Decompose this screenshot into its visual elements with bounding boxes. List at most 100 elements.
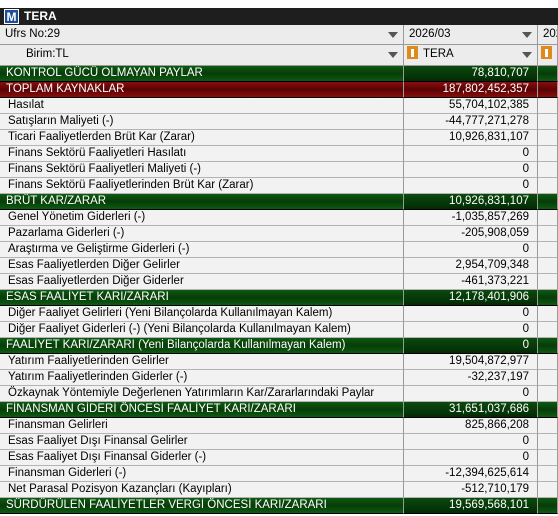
row-label: TOPLAM KAYNAKLAR — [0, 82, 404, 98]
row-value: -461,373,221 — [404, 274, 538, 290]
table-row: Finans Sektörü Faaliyetleri Hasılatı 0 — [0, 146, 558, 162]
empty-cell — [538, 306, 558, 322]
table-row: Esas Faaliyetlerden Diğer Gelirler 2,954,… — [0, 258, 558, 274]
table-row: Diğer Faaliyet Giderleri (-) (Yeni Bilan… — [0, 322, 558, 338]
empty-cell — [538, 114, 558, 130]
row-value: 0 — [404, 386, 538, 402]
title-bar: M TERA — [0, 8, 558, 25]
row-value: 19,504,872,977 — [404, 354, 538, 370]
row-value: 2,954,709,348 — [404, 258, 538, 274]
row-label: KONTROL GÜCÜ OLMAYAN PAYLAR — [0, 66, 404, 82]
row-label: Esas Faaliyet Dışı Finansal Giderler (-) — [0, 450, 404, 466]
empty-cell — [538, 194, 558, 210]
row-value: 0 — [404, 450, 538, 466]
window-title: TERA — [24, 9, 57, 23]
empty-cell — [538, 98, 558, 114]
row-value: -32,237,197 — [404, 370, 538, 386]
table-row: Hasılat 55,704,102,385 — [0, 98, 558, 114]
table-row: SÜRDÜRÜLEN FAALİYETLER VERGİ ÖNCESİ KARI… — [0, 498, 558, 514]
row-label: Esas Faaliyetlerden Diğer Gelirler — [0, 258, 404, 274]
empty-cell — [538, 386, 558, 402]
row-label: Finans Sektörü Faaliyetlerinden Brüt Kar… — [0, 178, 404, 194]
row-value: 0 — [404, 146, 538, 162]
row-value: 0 — [404, 178, 538, 194]
row-value: 0 — [404, 162, 538, 178]
row-label: Hasılat — [0, 98, 404, 114]
row-label: Finans Sektörü Faaliyetleri Maliyeti (-) — [0, 162, 404, 178]
empty-cell — [538, 450, 558, 466]
table-row: ESAS FAALİYET KARI/ZARARI 12,178,401,906 — [0, 290, 558, 306]
row-label: Yatırım Faaliyetlerinden Gelirler — [0, 354, 404, 370]
table-row: Genel Yönetim Giderleri (-) -1,035,857,26… — [0, 210, 558, 226]
empty-cell — [538, 210, 558, 226]
row-label: FİNANSMAN GİDERİ ÖNCESİ FAALİYET KARI/ZA… — [0, 402, 404, 418]
table-row: TOPLAM KAYNAKLAR 187,802,452,357 — [0, 82, 558, 98]
period-dropdown[interactable]: 202 — [538, 25, 558, 45]
row-value: 187,802,452,357 — [404, 82, 538, 98]
row-value: 55,704,102,385 — [404, 98, 538, 114]
table-row: FİNANSMAN GİDERİ ÖNCESİ FAALİYET KARI/ZA… — [0, 402, 558, 418]
row-value: 0 — [404, 434, 538, 450]
row-label: Esas Faaliyet Dışı Finansal Gelirler — [0, 434, 404, 450]
row-value: 0 — [404, 322, 538, 338]
row-value: 0 — [404, 306, 538, 322]
empty-cell — [538, 498, 558, 514]
empty-cell — [538, 482, 558, 498]
empty-cell — [538, 146, 558, 162]
empty-cell — [538, 258, 558, 274]
empty-cell — [538, 162, 558, 178]
symbol-header[interactable]: T — [538, 45, 558, 66]
row-value: -12,394,625,614 — [404, 466, 538, 482]
empty-cell — [538, 418, 558, 434]
app-icon: M — [4, 9, 19, 24]
table-row: KONTROL GÜCÜ OLMAYAN PAYLAR 78,810,707 — [0, 66, 558, 82]
table-row: Esas Faaliyet Dışı Finansal Gelirler 0 — [0, 434, 558, 450]
table-row: Diğer Faaliyet Gelirleri (Yeni Bilançola… — [0, 306, 558, 322]
row-value: -1,035,857,269 — [404, 210, 538, 226]
table-row: Finansman Gelirleri 825,866,208 — [0, 418, 558, 434]
row-label: Finansman Giderleri (-) — [0, 466, 404, 482]
row-value: 19,569,568,101 — [404, 498, 538, 514]
row-value: 825,866,208 — [404, 418, 538, 434]
table-row: BRÜT KAR/ZARAR 10,926,831,107 — [0, 194, 558, 210]
row-value: 31,651,037,686 — [404, 402, 538, 418]
info-icon[interactable] — [407, 46, 418, 60]
table-row: Özkaynak Yöntemiyle Değerlenen Yatırımla… — [0, 386, 558, 402]
row-label: Finans Sektörü Faaliyetleri Hasılatı — [0, 146, 404, 162]
empty-cell — [538, 290, 558, 306]
row-label: Genel Yönetim Giderleri (-) — [0, 210, 404, 226]
table-row: Ticari Faaliyetlerden Brüt Kar (Zarar) 10… — [0, 130, 558, 146]
row-label: Diğer Faaliyet Gelirleri (Yeni Bilançola… — [0, 306, 404, 322]
table-row: Finans Sektörü Faaliyetlerinden Brüt Kar… — [0, 178, 558, 194]
symbol-text: TERA — [423, 48, 454, 60]
period-text: 2026/03 — [409, 28, 451, 40]
symbol-header[interactable]: TERA — [404, 45, 538, 66]
empty-cell — [538, 354, 558, 370]
row-label: Esas Faaliyetlerden Diğer Giderler — [0, 274, 404, 290]
unit-text: Birim:TL — [26, 48, 69, 60]
unit-dropdown[interactable]: Birim:TL — [0, 45, 404, 66]
table-row: Araştırma ve Geliştirme Giderleri (-) 0 — [0, 242, 558, 258]
table-row: Esas Faaliyetlerden Diğer Giderler -461,3… — [0, 274, 558, 290]
empty-cell — [538, 226, 558, 242]
row-label: SÜRDÜRÜLEN FAALİYETLER VERGİ ÖNCESİ KARI… — [0, 498, 404, 514]
table-row: Pazarlama Giderleri (-) -205,908,059 — [0, 226, 558, 242]
empty-cell — [538, 402, 558, 418]
row-value: -44,777,271,278 — [404, 114, 538, 130]
empty-cell — [538, 434, 558, 450]
info-icon[interactable] — [541, 46, 552, 60]
empty-cell — [538, 322, 558, 338]
empty-cell — [538, 130, 558, 146]
empty-cell — [538, 178, 558, 194]
filter-dropdown[interactable]: Ufrs No:29 — [0, 25, 404, 45]
table-row: Yatırım Faaliyetlerinden Giderler (-) -32… — [0, 370, 558, 386]
empty-cell — [538, 466, 558, 482]
table-row: Finans Sektörü Faaliyetleri Maliyeti (-)… — [0, 162, 558, 178]
row-label: BRÜT KAR/ZARAR — [0, 194, 404, 210]
table-row: Net Parasal Pozisyon Kazançları (Kayıpla… — [0, 482, 558, 498]
period-dropdown[interactable]: 2026/03 — [404, 25, 538, 45]
row-label: Net Parasal Pozisyon Kazançları (Kayıpla… — [0, 482, 404, 498]
row-label: Satışların Maliyeti (-) — [0, 114, 404, 130]
table-row: Esas Faaliyet Dışı Finansal Giderler (-)… — [0, 450, 558, 466]
empty-cell — [538, 242, 558, 258]
